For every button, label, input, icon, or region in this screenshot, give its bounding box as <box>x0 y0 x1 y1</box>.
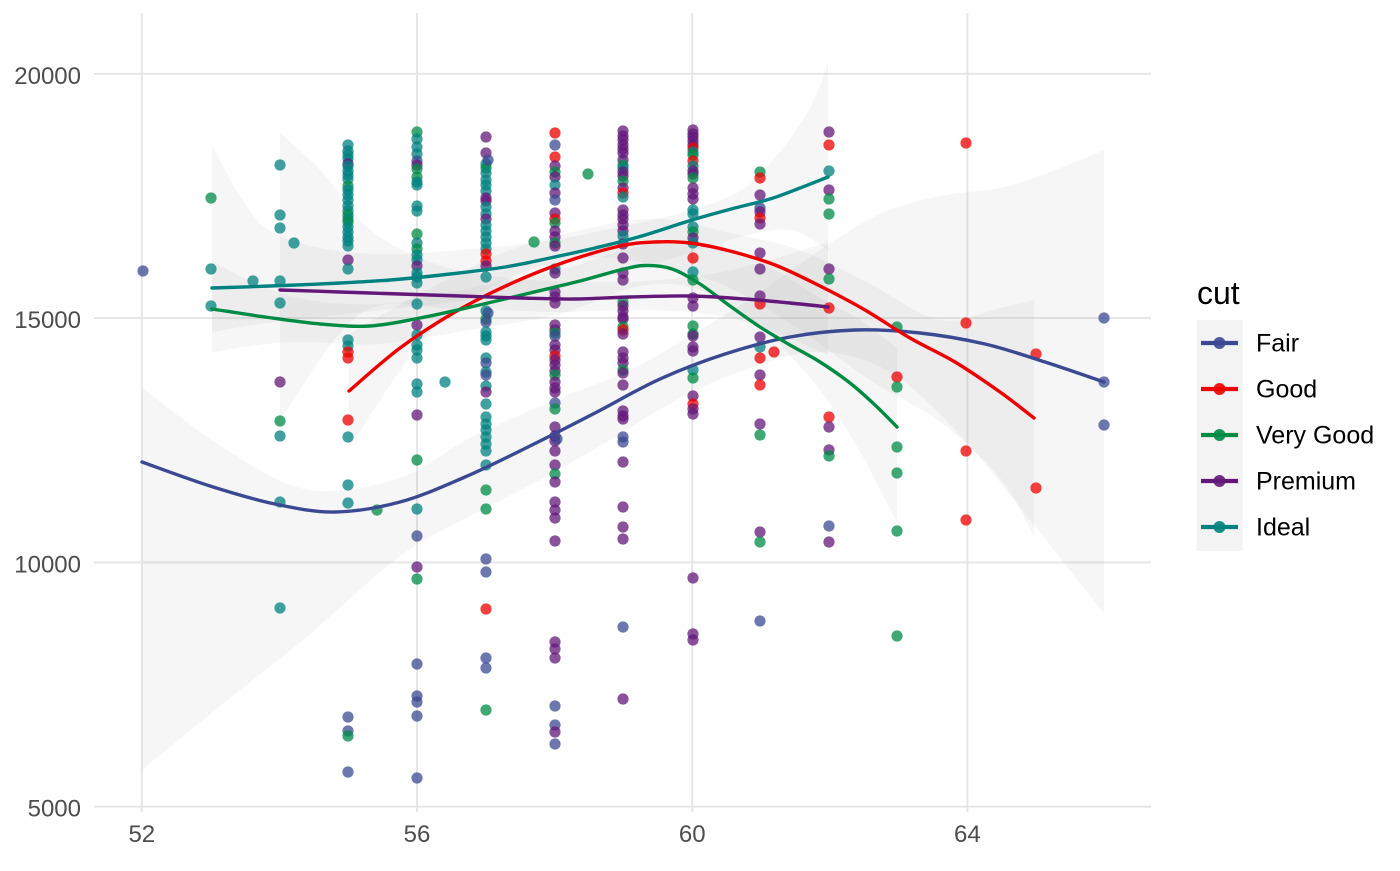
svg-text:20000: 20000 <box>14 63 81 90</box>
svg-text:10000: 10000 <box>14 551 81 578</box>
svg-text:64: 64 <box>954 821 981 848</box>
svg-text:Fair: Fair <box>1256 330 1299 358</box>
svg-text:5000: 5000 <box>28 796 81 823</box>
svg-text:56: 56 <box>404 821 431 848</box>
svg-text:cut: cut <box>1197 275 1240 311</box>
svg-text:Very Good: Very Good <box>1256 422 1374 450</box>
svg-text:Good: Good <box>1256 376 1317 404</box>
svg-text:Ideal: Ideal <box>1256 514 1310 542</box>
svg-text:Premium: Premium <box>1256 468 1356 496</box>
svg-text:60: 60 <box>679 821 706 848</box>
svg-text:52: 52 <box>128 821 155 848</box>
svg-text:15000: 15000 <box>14 307 81 334</box>
